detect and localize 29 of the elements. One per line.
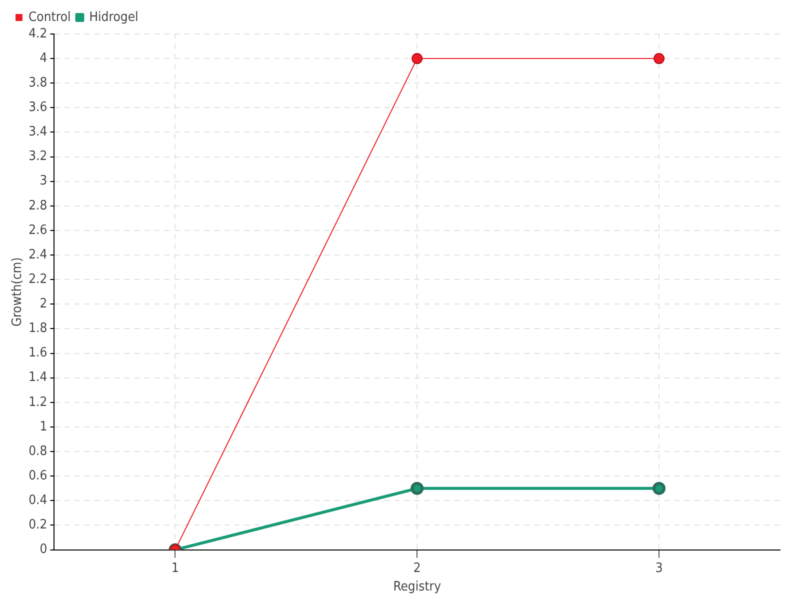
y-tick-label: 1.2 xyxy=(28,394,48,410)
x-tick-label: 1 xyxy=(171,560,179,576)
y-tick-label: 2.8 xyxy=(28,198,48,214)
y-tick-label: 4 xyxy=(40,50,48,66)
y-axis-title: Growth(cm) xyxy=(10,257,26,327)
y-tick-label: 0.8 xyxy=(28,444,48,459)
y-tick-label: 2 xyxy=(40,296,48,312)
y-tick-label: 1.8 xyxy=(28,321,48,336)
y-tick-label: 4.2 xyxy=(28,26,48,42)
y-tick-label: 1 xyxy=(40,419,48,434)
y-tick-label: 3.2 xyxy=(28,149,48,164)
x-tick-label: 3 xyxy=(655,560,663,576)
y-tick-label: 0 xyxy=(40,542,48,558)
y-tick-label: 1.6 xyxy=(28,346,48,361)
x-axis-title: Registry xyxy=(393,580,442,595)
y-tick-label: 3.4 xyxy=(28,124,48,140)
y-tick-label: 0.4 xyxy=(28,493,48,508)
y-tick-label: 1.4 xyxy=(28,370,48,386)
legend-label: Hidrogel xyxy=(89,10,138,25)
y-tick-label: 3 xyxy=(40,174,48,189)
legend-label: Control xyxy=(28,10,71,25)
y-tick-label: 2.4 xyxy=(28,247,48,262)
y-tick-label: 0.6 xyxy=(28,468,48,484)
y-tick-label: 2.6 xyxy=(28,222,48,238)
y-tick-label: 2.2 xyxy=(28,272,48,287)
y-tick-label: 3.8 xyxy=(28,76,48,90)
y-tick-label: 3.6 xyxy=(28,100,48,116)
y-tick-label: 0.2 xyxy=(28,518,48,533)
x-tick-label: 2 xyxy=(413,560,421,576)
